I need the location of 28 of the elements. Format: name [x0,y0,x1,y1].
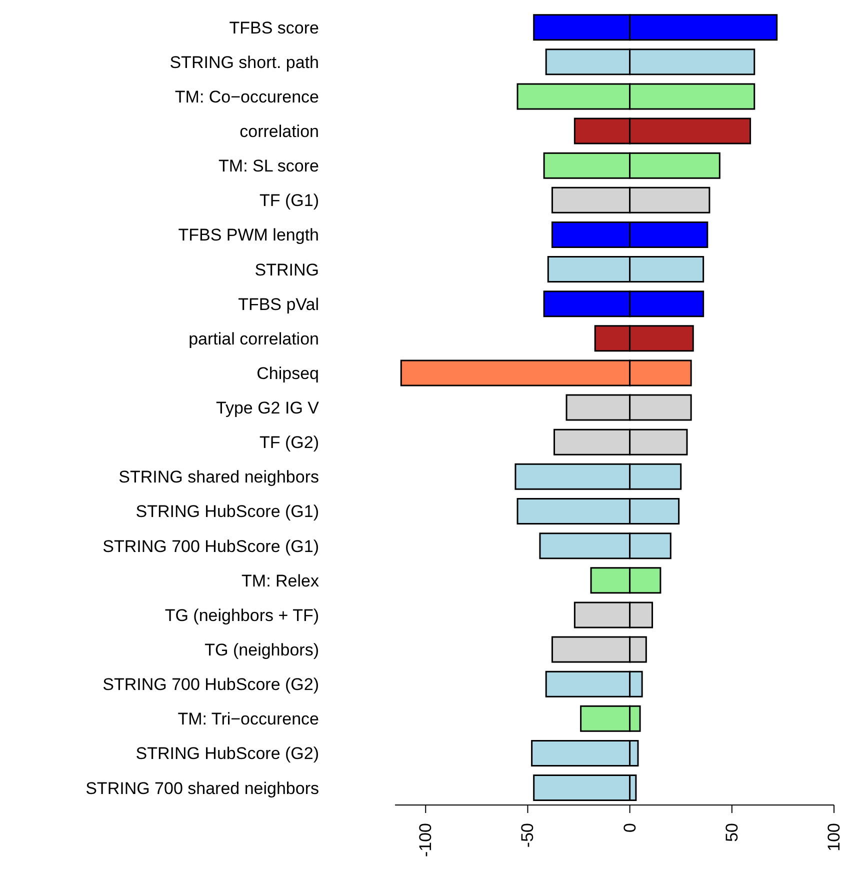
y-tick-label: TM: Tri−occurence [178,710,319,729]
x-tick-label: 100 [824,823,844,852]
y-tick-label: TFBS score [229,18,319,38]
y-tick-label: STRING 700 HubScore (G2) [102,675,319,694]
y-tick-label: Chipseq [256,364,319,383]
y-tick-label: STRING shared neighbors [118,468,319,487]
y-tick-label: TG (neighbors) [204,640,319,660]
y-tick-label: correlation [240,122,319,142]
y-tick-label: Type G2 IG V [216,398,320,418]
y-tick-label: TM: Relex [242,571,320,590]
y-tick-label: TG (neighbors + TF) [164,606,319,625]
x-tick-label: 0 [620,823,640,832]
y-tick-label: TFBS PWM length [178,226,319,245]
y-tick-label: STRING HubScore (G2) [136,744,319,764]
y-tick-label: TF (G2) [260,433,319,452]
y-tick-label: TFBS pVal [238,294,319,314]
x-tick-label: -50 [518,823,538,848]
y-tick-label: STRING [254,260,319,280]
x-tick-label: 50 [722,823,742,842]
y-tick-label: TF (G1) [260,191,319,210]
x-tick-label: -100 [416,823,436,858]
y-tick-label: TM: SL score [218,156,319,176]
y-tick-label: partial correlation [188,329,319,348]
y-tick-label: STRING short. path [170,52,319,72]
y-tick-label: TM: Co−occurence [174,87,319,106]
y-tick-label: STRING HubScore (G1) [136,502,319,522]
y-tick-label: STRING 700 HubScore (G1) [102,536,319,556]
y-tick-label: STRING 700 shared neighbors [86,778,319,798]
